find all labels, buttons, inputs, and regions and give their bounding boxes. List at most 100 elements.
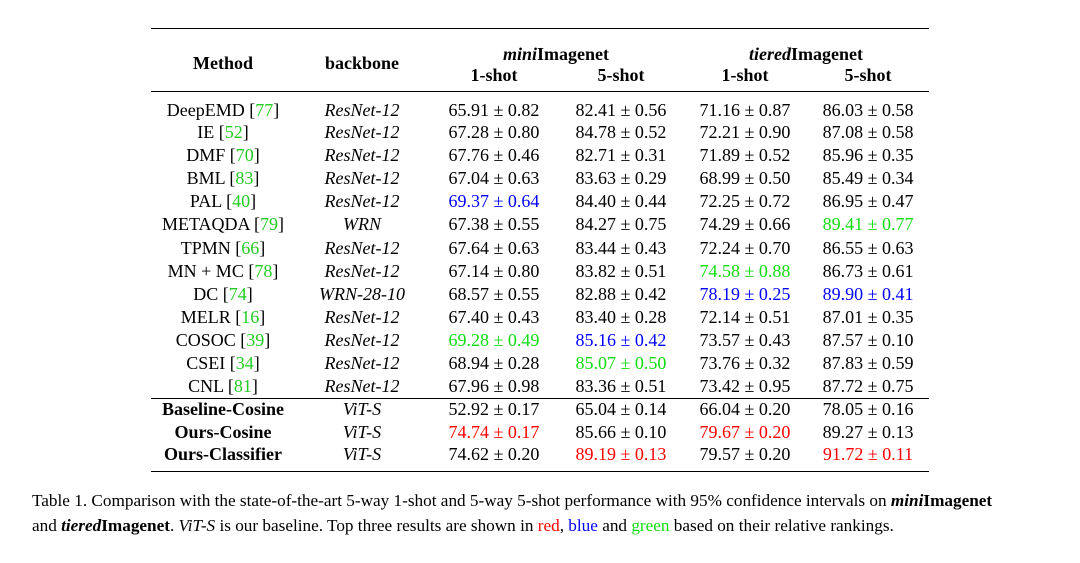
header-mini-suffix: Imagenet [537, 44, 609, 64]
result-cell: 68.94 ± 0.28 [448, 352, 540, 373]
header-miniimagenet: miniImagenet [429, 29, 683, 66]
result-cell: 67.76 ± 0.46 [448, 145, 540, 166]
caption-label: Table 1. [32, 491, 88, 510]
table-row: METAQDA [79] WRN 67.38 ± 0.55 84.27 ± 0.75 7… [151, 213, 929, 236]
result-cell: 73.76 ± 0.32 [699, 352, 791, 373]
method-name: MELR [180, 306, 231, 327]
citation-link[interactable]: 16 [241, 306, 260, 327]
citation-link[interactable]: 74 [228, 283, 247, 304]
table-row: DC [74] WRN-28-10 68.57 ± 0.55 82.88 ± 0.42… [151, 283, 929, 306]
citation-link[interactable]: 83 [235, 168, 254, 189]
citation-link[interactable]: 66 [241, 237, 260, 258]
backbone-cell: ViT-S [342, 422, 382, 443]
result-cell: 74.62 ± 0.20 [448, 444, 540, 465]
result-cell: 84.27 ± 0.75 [575, 214, 667, 235]
caption-text-3: is our baseline. Top three results are s… [215, 516, 538, 535]
result-cell: 78.05 ± 0.16 [822, 399, 914, 420]
backbone-cell: ViT-S [342, 444, 382, 465]
method-cell: Ours-Classifier [151, 444, 295, 472]
method-cell: BML [83] [186, 168, 260, 189]
method-cell: DeepEMD [77] [166, 100, 280, 120]
method-name: DeepEMD [166, 100, 245, 120]
result-cell: 78.19 ± 0.25 [699, 283, 791, 304]
method-cell: COSOC [39] [175, 329, 271, 350]
result-cell: 83.44 ± 0.43 [575, 237, 667, 258]
citation-link[interactable]: 52 [224, 122, 243, 143]
table-row: TPMN [66] ResNet-12 67.64 ± 0.63 83.44 ± 0.… [151, 236, 929, 259]
result-cell: 87.01 ± 0.35 [822, 306, 914, 327]
result-cell: 85.16 ± 0.42 [575, 329, 667, 350]
header-method: Method [151, 28, 295, 92]
backbone-cell: ResNet-12 [324, 191, 400, 212]
header-mini-5shot: 5-shot [559, 65, 683, 92]
result-cell: 83.82 ± 0.51 [575, 260, 667, 281]
citation-link[interactable]: 39 [246, 329, 265, 350]
header-tiered-1shot: 1-shot [683, 65, 807, 92]
table-row: PAL [40] ResNet-12 69.37 ± 0.64 84.40 ± 0.4… [151, 190, 929, 213]
result-cell: 86.73 ± 0.61 [822, 260, 914, 281]
citation-link[interactable]: 40 [232, 191, 251, 212]
citation-link[interactable]: 34 [235, 352, 254, 373]
result-cell: 89.90 ± 0.41 [822, 283, 914, 304]
header-tiered-italic: tiered [749, 44, 792, 64]
table-row: DeepEMD [77] ResNet-12 65.91 ± 0.82 82.41 ±… [151, 92, 929, 122]
result-cell: 89.41 ± 0.77 [822, 214, 914, 235]
result-cell: 83.63 ± 0.29 [575, 168, 667, 189]
result-cell: 79.57 ± 0.20 [699, 444, 791, 465]
method-name: DMF [186, 145, 226, 166]
citation-link[interactable]: 70 [235, 145, 254, 166]
caption-imagenet-2: Imagenet [101, 516, 170, 535]
caption-imagenet-1: Imagenet [923, 491, 993, 510]
result-cell: 91.72 ± 0.11 [822, 444, 914, 465]
method-name: MN + MC [167, 260, 244, 281]
method-name: TPMN [180, 237, 231, 258]
result-cell: 86.55 ± 0.63 [822, 237, 914, 258]
result-cell: 72.21 ± 0.90 [699, 122, 791, 143]
citation-link[interactable]: 77 [255, 100, 274, 120]
caption-mini: mini [890, 491, 924, 510]
header-backbone: backbone [295, 28, 429, 92]
method-name: DC [193, 283, 219, 304]
citation-link[interactable]: 78 [254, 260, 273, 281]
table-row: CNL [81] ResNet-12 67.96 ± 0.98 83.36 ± 0.5… [151, 375, 929, 398]
result-cell: 86.03 ± 0.58 [822, 100, 914, 120]
backbone-cell: ResNet-12 [324, 145, 400, 166]
table-caption: Table 1. Comparison with the state-of-th… [32, 488, 1072, 538]
method-name: CSEI [186, 352, 226, 373]
backbone-cell: WRN-28-10 [319, 283, 405, 304]
caption-text-1: Comparison with the state-of-the-art 5-w… [87, 491, 891, 510]
method-cell: DC [74] [193, 283, 253, 304]
method-name: METAQDA [161, 214, 250, 235]
result-cell: 89.19 ± 0.13 [575, 444, 667, 465]
result-cell: 84.78 ± 0.52 [575, 122, 667, 143]
backbone-cell: WRN [343, 214, 381, 235]
method-cell: DMF [70] [186, 145, 260, 166]
method-name: Baseline-Cosine [161, 399, 284, 420]
method-cell: METAQDA [79] [161, 214, 285, 235]
header-mini-italic: mini [503, 44, 538, 64]
result-cell: 74.74 ± 0.17 [448, 422, 540, 443]
result-cell: 68.99 ± 0.50 [699, 168, 791, 189]
method-cell: Baseline-Cosine [151, 398, 295, 421]
caption-red: red [537, 516, 560, 535]
caption-and-2: and [597, 516, 632, 535]
table-row: BML [83] ResNet-12 67.04 ± 0.63 83.63 ± 0.2… [151, 167, 929, 190]
result-cell: 79.67 ± 0.20 [699, 422, 791, 443]
header-tieredimagenet: tieredImagenet [683, 29, 929, 66]
result-cell: 67.96 ± 0.98 [448, 375, 540, 396]
header-tiered-5shot: 5-shot [807, 65, 930, 92]
method-cell: IE [52] [197, 122, 249, 143]
result-cell: 67.40 ± 0.43 [448, 306, 540, 327]
citation-link[interactable]: 81 [233, 375, 252, 396]
method-cell: CNL [81] [188, 375, 258, 396]
result-cell: 52.92 ± 0.17 [448, 399, 540, 420]
result-cell: 87.08 ± 0.58 [822, 122, 914, 143]
method-cell: Ours-Cosine [151, 421, 295, 444]
result-cell: 83.36 ± 0.51 [575, 375, 667, 396]
result-cell: 72.25 ± 0.72 [699, 191, 791, 212]
result-cell: 72.14 ± 0.51 [699, 306, 791, 327]
result-cell: 72.24 ± 0.70 [699, 237, 791, 258]
result-cell: 67.38 ± 0.55 [448, 214, 540, 235]
citation-link[interactable]: 79 [260, 214, 279, 235]
backbone-cell: ResNet-12 [324, 375, 400, 396]
